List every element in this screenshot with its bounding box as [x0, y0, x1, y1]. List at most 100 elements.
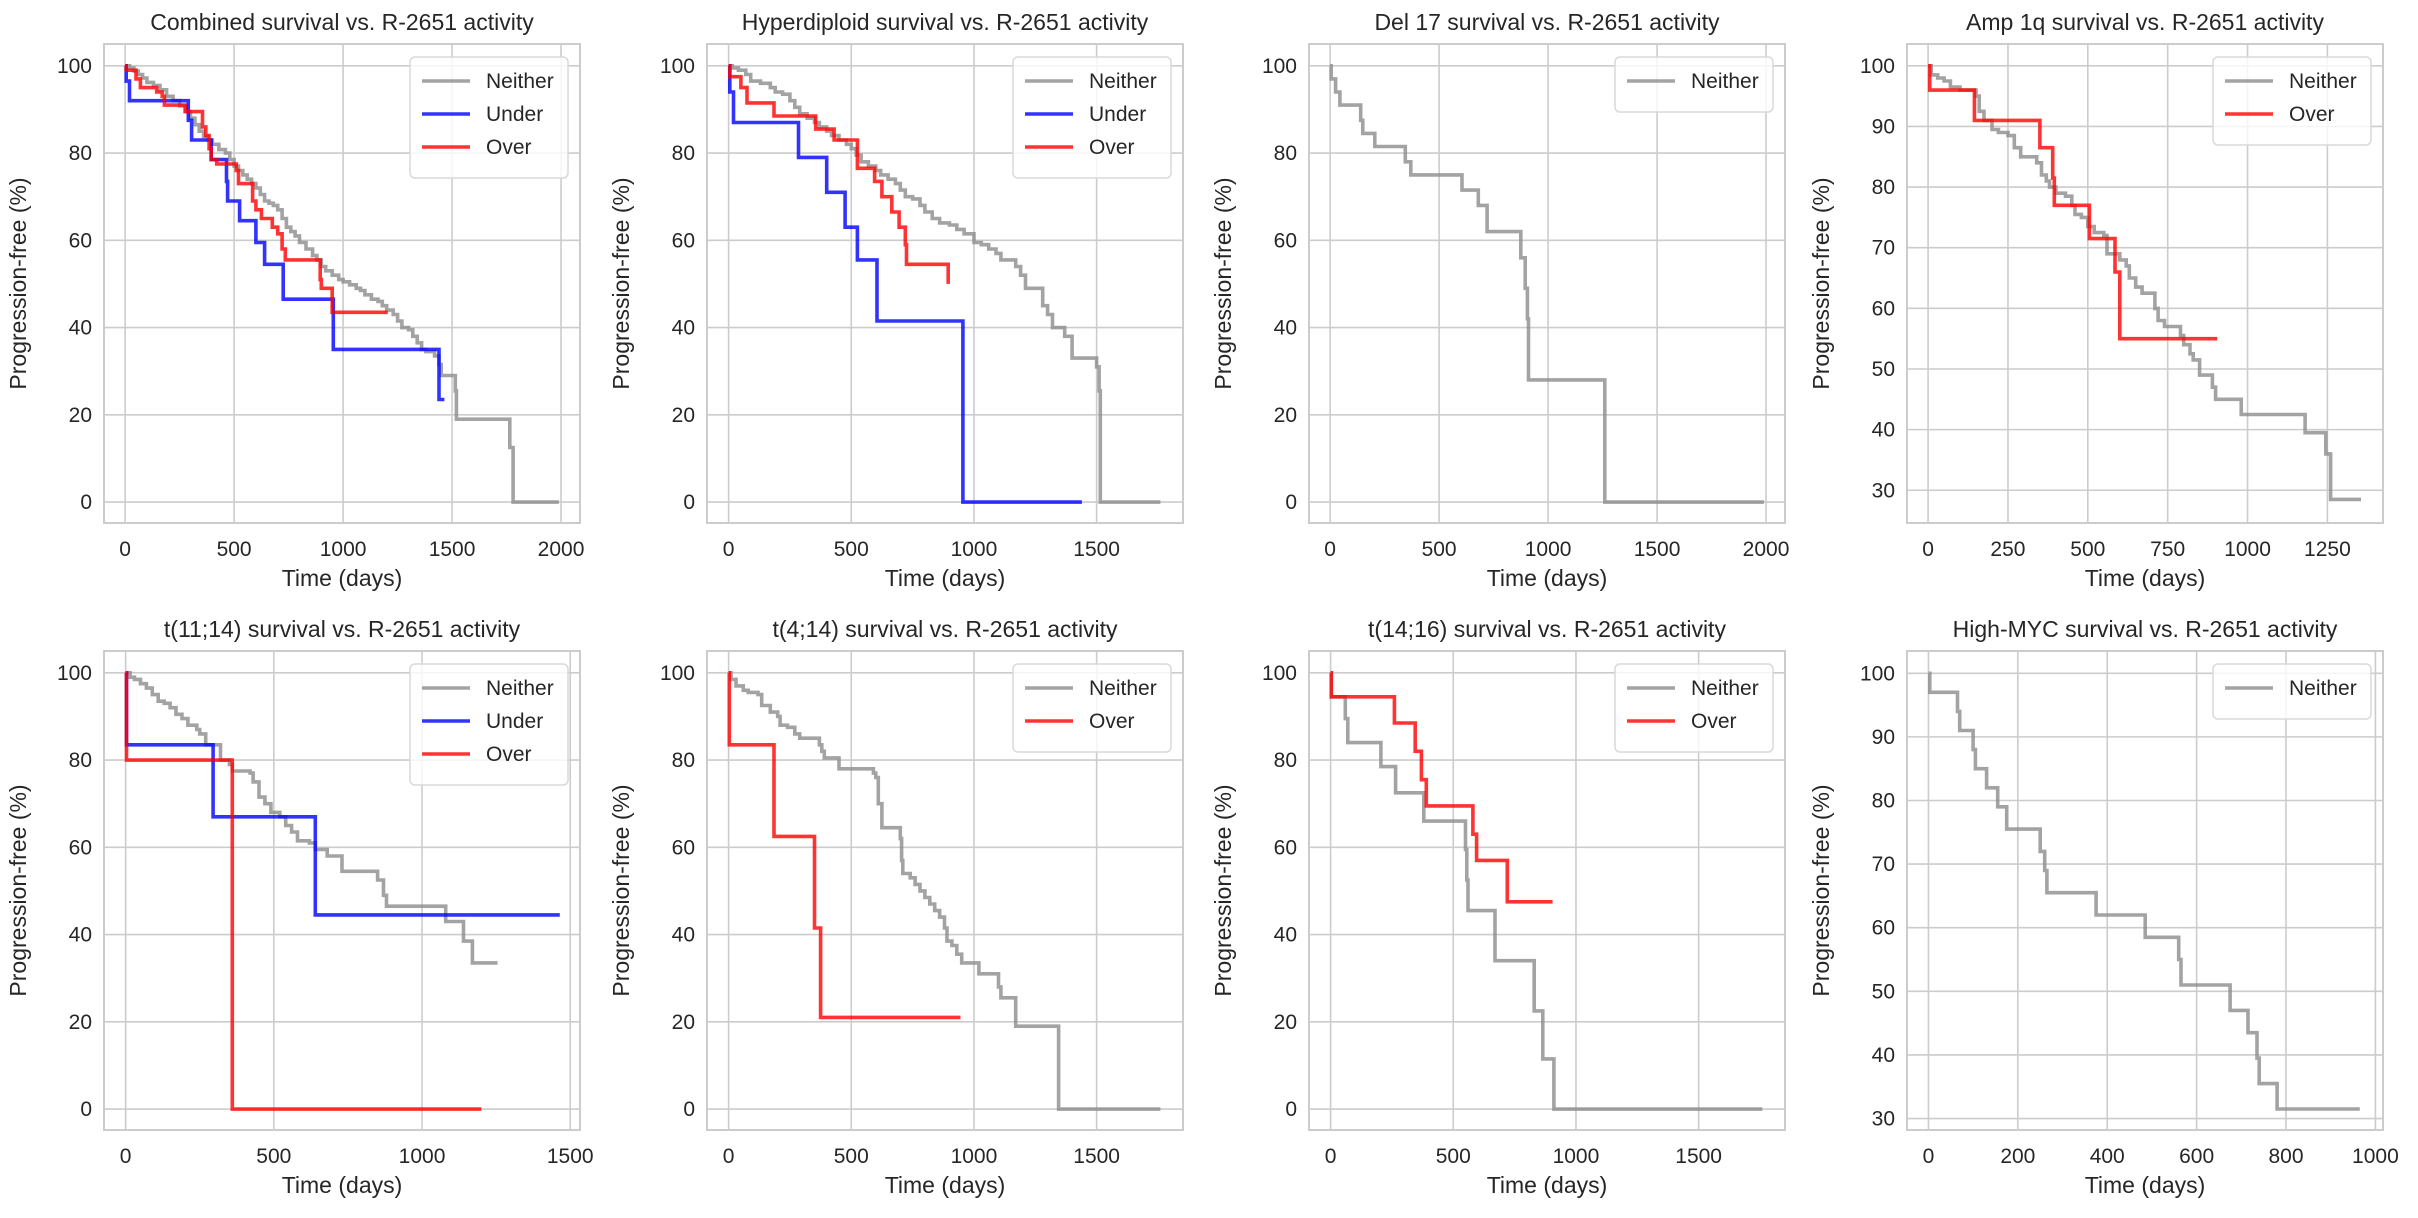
y-tick-label: 100	[57, 55, 92, 78]
axes-frame	[1906, 650, 2384, 1131]
legend-label-under: Under	[486, 710, 543, 733]
y-tick-label: 20	[672, 404, 695, 427]
subplot-title: t(11;14) survival vs. R-2651 activity	[164, 616, 521, 642]
y-axis-label: Progression-free (%)	[5, 177, 31, 389]
legend-label-over: Over	[1089, 710, 1135, 733]
y-tick-label: 0	[1285, 1098, 1297, 1121]
y-tick-label: 30	[1872, 1108, 1895, 1131]
legend-label-under: Under	[486, 103, 543, 126]
y-tick-label: 100	[1860, 662, 1895, 685]
y-tick-label: 60	[1274, 229, 1297, 252]
legend-label-neither: Neither	[1089, 677, 1157, 700]
x-tick-label: 500	[1436, 1145, 1471, 1168]
x-tick-label: 1500	[1073, 538, 1120, 561]
y-axis-label: Progression-free (%)	[608, 784, 634, 996]
y-tick-label: 20	[1274, 404, 1297, 427]
axes-frame	[103, 43, 581, 524]
x-axis-label: Time (days)	[282, 1172, 403, 1198]
y-tick-label: 30	[1872, 479, 1895, 502]
x-tick-label: 0	[1324, 538, 1336, 561]
x-tick-label: 1000	[951, 538, 998, 561]
y-tick-label: 40	[1274, 924, 1297, 947]
x-tick-label: 0	[119, 538, 131, 561]
x-tick-label: 2000	[538, 538, 585, 561]
legend: Neither Under Over	[1012, 56, 1172, 179]
x-tick-label: 0	[1923, 1145, 1935, 1168]
y-tick-label: 20	[69, 1011, 92, 1034]
y-tick-label: 40	[672, 317, 695, 340]
y-tick-label: 40	[69, 317, 92, 340]
subplot-title: Del 17 survival vs. R-2651 activity	[1374, 9, 1720, 35]
legend-label-neither: Neither	[2289, 70, 2357, 93]
y-tick-label: 0	[80, 1098, 92, 1121]
x-tick-label: 0	[120, 1145, 132, 1168]
x-tick-label: 1500	[1675, 1145, 1722, 1168]
y-tick-label: 20	[1274, 1011, 1297, 1034]
legend-label-neither: Neither	[1691, 70, 1759, 93]
series-line-neither	[1329, 671, 1763, 1111]
axes-frame	[1308, 43, 1786, 524]
series-line-neither	[1928, 64, 2361, 502]
legend: Neither Over	[1012, 663, 1172, 753]
x-tick-label: 200	[2000, 1145, 2035, 1168]
legend-box	[1012, 663, 1172, 753]
y-tick-label: 60	[1274, 836, 1297, 859]
axes-frame	[1906, 43, 2384, 524]
y-tick-label: 90	[1872, 115, 1895, 138]
y-tick-label: 100	[1262, 55, 1297, 78]
y-axis-label: Progression-free (%)	[1808, 177, 1834, 389]
y-tick-label: 100	[660, 662, 695, 685]
legend-label-neither: Neither	[486, 70, 554, 93]
x-tick-label: 1000	[1553, 1145, 1600, 1168]
y-tick-label: 100	[660, 55, 695, 78]
y-axis-label: Progression-free (%)	[5, 784, 31, 996]
series-line-over	[1329, 671, 1553, 904]
x-tick-label: 1500	[1634, 538, 1681, 561]
x-tick-label: 1000	[1525, 538, 1572, 561]
y-axis-label: Progression-free (%)	[1210, 784, 1236, 996]
y-tick-label: 80	[1872, 789, 1895, 812]
plot-area	[1907, 651, 2383, 1130]
series-line-over	[124, 64, 388, 315]
y-tick-label: 70	[1872, 237, 1895, 260]
y-tick-label: 60	[672, 836, 695, 859]
series-line-neither	[125, 671, 498, 965]
subplot-title: Amp 1q survival vs. R-2651 activity	[1966, 9, 2324, 35]
series-line-over	[124, 671, 482, 1111]
x-tick-label: 250	[1990, 538, 2025, 561]
axes-frame	[706, 650, 1184, 1131]
x-axis-label: Time (days)	[885, 565, 1006, 591]
legend-label-neither: Neither	[486, 677, 554, 700]
legend-label-over: Over	[2289, 103, 2335, 126]
x-tick-label: 1000	[320, 538, 367, 561]
y-tick-label: 0	[683, 1098, 695, 1121]
y-tick-label: 80	[69, 749, 92, 772]
x-tick-label: 500	[1422, 538, 1457, 561]
y-tick-label: 80	[69, 142, 92, 165]
y-tick-label: 60	[69, 229, 92, 252]
series-line-neither	[1928, 671, 2360, 1111]
x-tick-label: 750	[2150, 538, 2185, 561]
legend-box	[2212, 663, 2372, 720]
y-axis-label: Progression-free (%)	[1808, 784, 1834, 996]
x-tick-label: 400	[2090, 1145, 2125, 1168]
y-tick-label: 40	[69, 924, 92, 947]
legend-label-neither: Neither	[1089, 70, 1157, 93]
series-line-over	[1927, 64, 2218, 341]
legend: Neither Under Over	[409, 56, 569, 179]
y-tick-label: 60	[1872, 297, 1895, 320]
y-tick-label: 100	[57, 662, 92, 685]
legend-label-over: Over	[1691, 710, 1737, 733]
legend: Neither Under Over	[409, 663, 569, 786]
y-tick-label: 80	[1274, 142, 1297, 165]
y-tick-label: 20	[672, 1011, 695, 1034]
subplot-title: High-MYC survival vs. R-2651 activity	[1953, 616, 2338, 642]
x-axis-label: Time (days)	[1487, 565, 1608, 591]
